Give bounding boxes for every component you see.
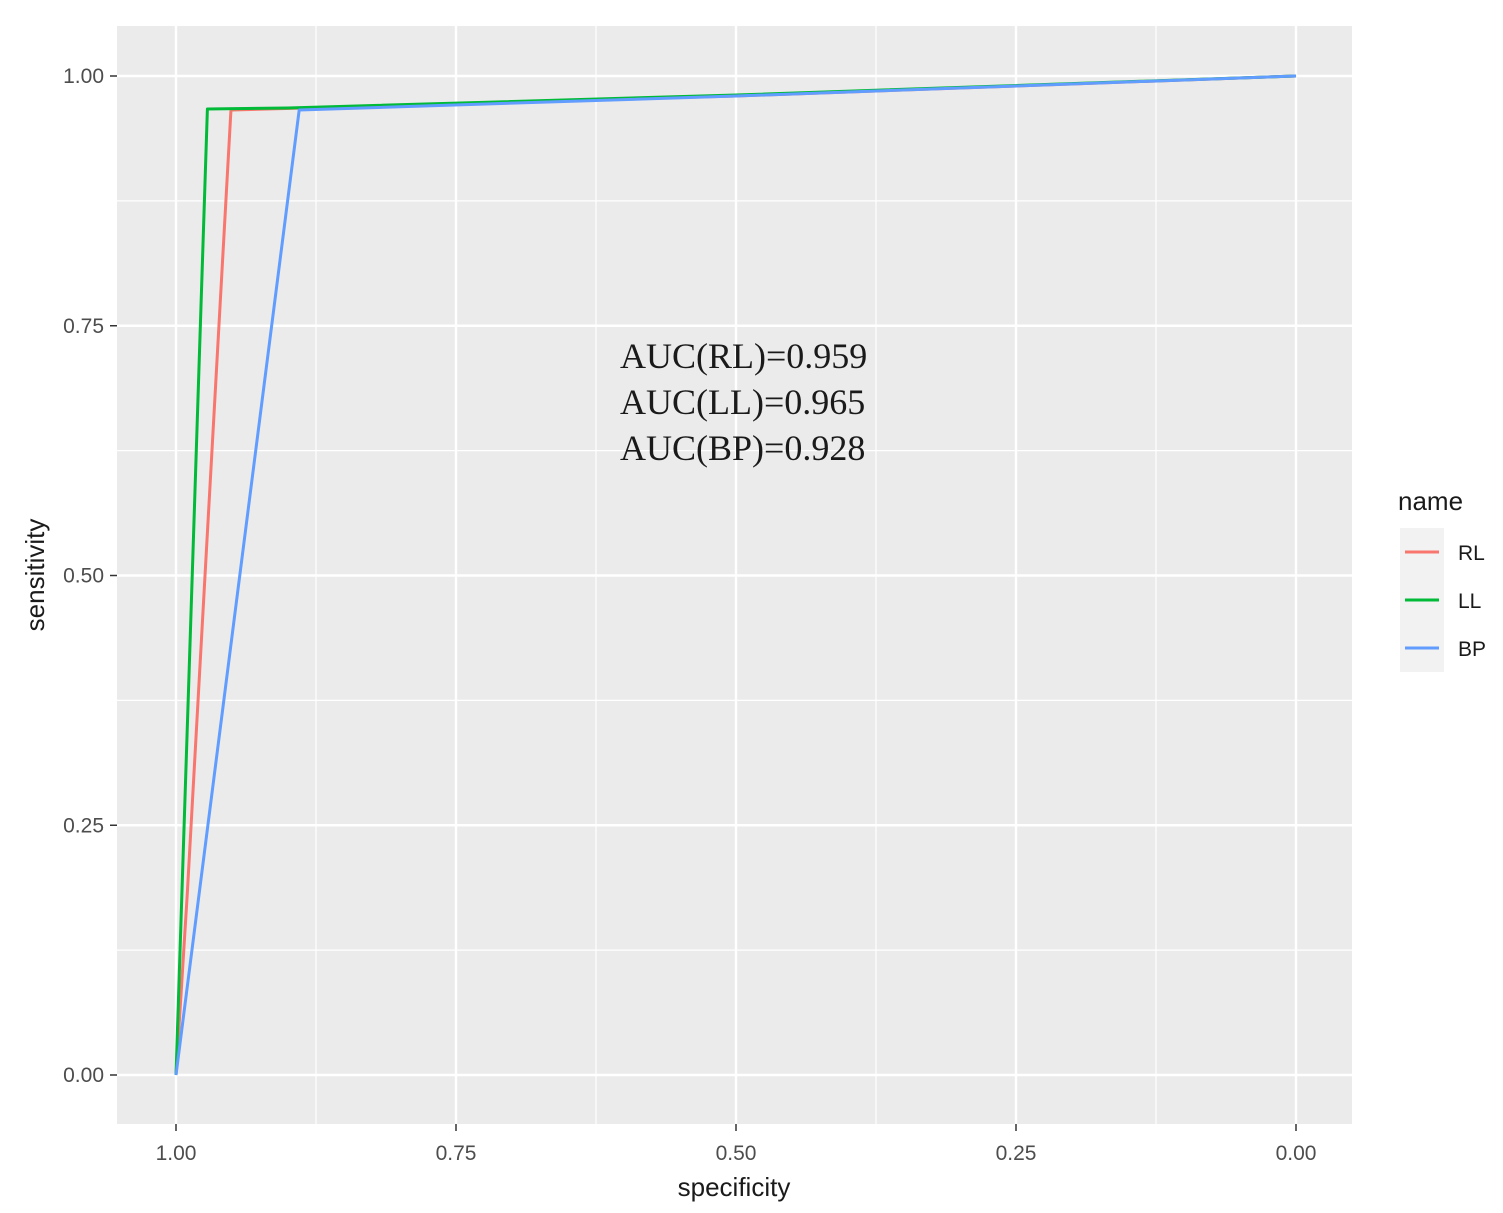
y-tick-label: 1.00 <box>63 65 104 88</box>
y-axis-title: sensitivity <box>20 519 50 632</box>
x-tick-label: 0.75 <box>436 1142 477 1165</box>
legend: name RL LL BP <box>1398 486 1486 672</box>
legend-title: name <box>1398 486 1463 516</box>
x-tick-label: 1.00 <box>156 1142 197 1165</box>
legend-label-bp: BP <box>1458 638 1486 661</box>
series-lines <box>174 74 1297 1076</box>
y-tick-label: 0.75 <box>63 315 104 338</box>
y-axis-ticks: 0.00 0.25 0.50 0.75 1.00 <box>63 65 117 1087</box>
y-tick-label: 0.00 <box>63 1064 104 1087</box>
legend-label-rl: RL <box>1458 542 1485 565</box>
y-tick-label: 0.50 <box>63 565 104 588</box>
y-tick-label: 0.25 <box>63 814 104 837</box>
auc-annotation: AUC(RL)=0.959 AUC(LL)=0.965 AUC(BP)=0.92… <box>620 336 867 468</box>
major-gridlines <box>117 26 1352 1124</box>
x-tick-label: 0.25 <box>996 1142 1037 1165</box>
x-tick-label: 0.00 <box>1276 1142 1317 1165</box>
legend-label-ll: LL <box>1458 590 1481 613</box>
legend-items: RL LL BP <box>1400 528 1486 672</box>
auc-rl-annotation: AUC(RL)=0.959 <box>620 336 867 376</box>
x-axis-title: specificity <box>678 1172 791 1202</box>
auc-bp-annotation: AUC(BP)=0.928 <box>620 428 865 468</box>
series-line-bp <box>174 74 1297 1076</box>
x-tick-label: 0.50 <box>716 1142 757 1165</box>
auc-ll-annotation: AUC(LL)=0.965 <box>620 382 865 422</box>
x-axis-ticks: 1.00 0.75 0.50 0.25 0.00 <box>156 1124 1317 1165</box>
